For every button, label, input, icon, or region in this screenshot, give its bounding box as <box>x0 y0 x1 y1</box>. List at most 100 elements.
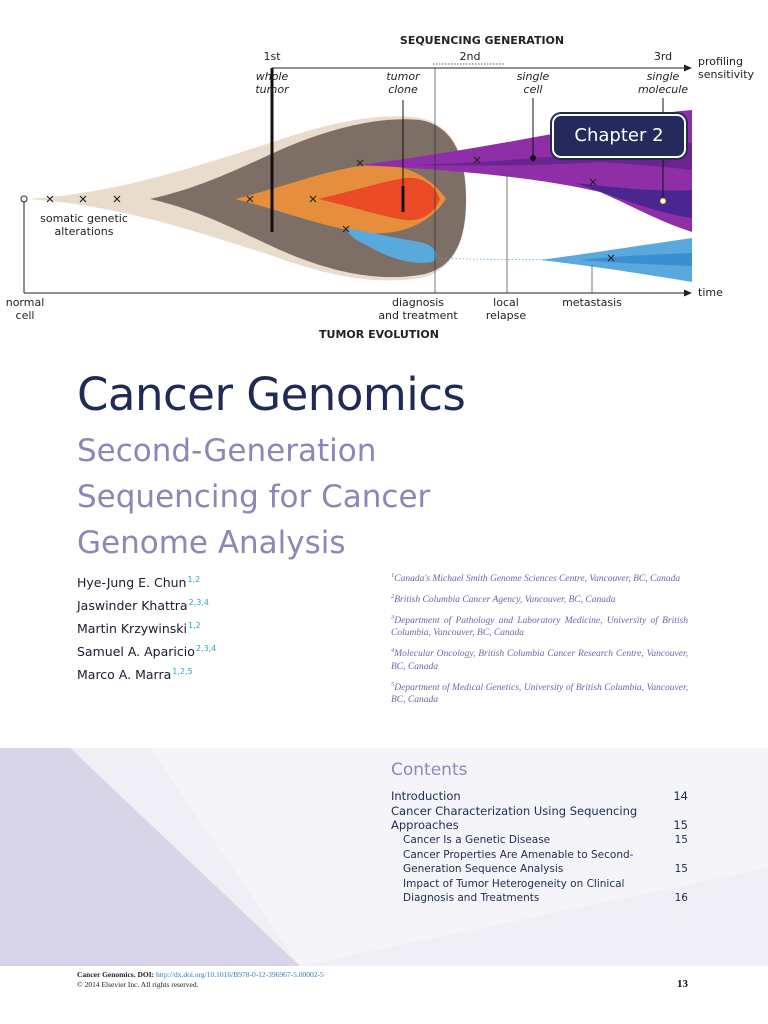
doi-label: DOI: <box>137 970 155 979</box>
local-relapse-label: local relapse <box>485 296 527 322</box>
author-name: Samuel A. Aparicio <box>77 644 195 659</box>
toc-entry[interactable]: Cancer Characterization Using Sequencing… <box>391 804 688 832</box>
affiliation-number: 1 <box>391 572 395 579</box>
author-name: Jaswinder Khattra <box>77 598 188 613</box>
affiliation-number: 5 <box>391 680 395 688</box>
toc-page: 15 <box>674 863 688 875</box>
author-affil: 1,2 <box>188 621 201 630</box>
contents-heading: Contents <box>391 760 468 780</box>
affiliation: 2British Columbia Cancer Agency, Vancouv… <box>391 591 688 606</box>
author-entry: Martin Krzywinski1,2 <box>77 616 327 639</box>
gen-2nd-label: 2nd <box>459 50 481 63</box>
gen-1st-label: 1st <box>263 50 281 63</box>
single-cell-label: single cell <box>516 70 550 96</box>
mutation-cross <box>342 225 350 233</box>
copyright: © 2014 Elsevier Inc. All rights reserved… <box>77 980 199 989</box>
single-molecule-probe <box>660 198 666 204</box>
single-molecule-label: single molecule <box>637 70 689 96</box>
metastasis-link <box>437 257 561 261</box>
sequencing-generation-heading: SEQUENCING GENERATION <box>399 34 565 47</box>
chapter-tab: Chapter 2 <box>552 114 686 158</box>
doi-line: Cancer Genomics. DOI: http://dx.doi.org/… <box>77 970 689 980</box>
page-number: 13 <box>677 978 688 990</box>
affiliation: 4Molecular Oncology, British Columbia Ca… <box>391 645 688 672</box>
table-of-contents: Introduction 14 Cancer Characterization U… <box>391 789 688 906</box>
affiliation-text: British Columbia Cancer Agency, Vancouve… <box>394 595 616 606</box>
tumor-clone-label: tumor clone <box>386 70 420 96</box>
decorative-triangle-left <box>0 748 300 966</box>
author-affil: 1,2,5 <box>172 667 193 676</box>
toc-entry[interactable]: Cancer Properties Are Amenable to Second… <box>391 848 688 876</box>
toc-title: Introduction <box>391 789 461 803</box>
toc-title: Cancer Characterization Using Sequencing… <box>391 804 638 832</box>
affiliation: 3Department of Pathology and Laboratory … <box>391 612 688 639</box>
generation-axis-arrow <box>684 64 692 72</box>
affiliation-text: Department of Pathology and Laboratory M… <box>391 616 688 639</box>
toc-entry[interactable]: Introduction 14 <box>391 789 688 803</box>
author-name: Martin Krzywinski <box>77 621 187 636</box>
affiliation-number: 2 <box>391 593 395 601</box>
time-axis-arrow <box>684 289 692 297</box>
doi-link[interactable]: http://dx.doi.org/10.1016/B978-0-12-3969… <box>156 970 324 979</box>
affiliation-list: 1Canada's Michael Smith Genome Sciences … <box>391 570 688 712</box>
toc-title: Cancer Is a Genetic Disease <box>403 834 551 846</box>
author-affil: 2,3,4 <box>188 598 209 607</box>
red-subclone-shape <box>318 177 440 221</box>
somatic-alterations-label: somatic genetic alterations <box>40 212 128 238</box>
chapter-subtitle: Second-Generation Sequencing for Cancer … <box>77 433 431 561</box>
book-name: Cancer Genomics. <box>77 970 136 979</box>
normal-cell-marker <box>20 195 28 203</box>
mutation-cross <box>46 195 54 203</box>
toc-title: Cancer Properties Are Amenable to Second… <box>403 849 634 875</box>
tumor-evolution-heading: TUMOR EVOLUTION <box>319 328 439 341</box>
single-cell-probe <box>530 155 536 161</box>
author-affil: 1,2 <box>187 575 201 584</box>
whole-tumor-label: whole tumor <box>255 70 289 96</box>
mutation-cross <box>473 156 481 164</box>
author-affil: 2,3,4 <box>195 644 217 653</box>
time-label: time <box>698 286 723 299</box>
affiliation-text: Molecular Oncology, British Columbia Can… <box>391 649 688 672</box>
metastasis-subclone <box>580 253 692 266</box>
toc-page: 14 <box>673 789 688 803</box>
toc-entry[interactable]: Impact of Tumor Heterogeneity on Clinica… <box>391 877 688 905</box>
chapter-title: Cancer Genomics <box>77 368 466 421</box>
page-footer: Cancer Genomics. DOI: http://dx.doi.org/… <box>77 970 689 990</box>
toc-title: Impact of Tumor Heterogeneity on Clinica… <box>403 878 625 904</box>
blue-clone-shape <box>345 228 437 263</box>
normal-cell-label: normal cell <box>5 296 45 322</box>
metastasis-label: metastasis <box>562 296 622 309</box>
affiliation-number: 4 <box>391 647 395 655</box>
author-entry: Jaswinder Khattra2,3,4 <box>77 593 327 616</box>
author-name: Marco A. Marra <box>77 667 172 682</box>
tumor-evolution-figure: SEQUENCING GENERATION 1st 2nd 3rd whole … <box>0 0 768 345</box>
affiliation-number: 3 <box>391 614 395 622</box>
affiliation: 5Department of Medical Genetics, Univers… <box>391 679 688 706</box>
mutation-cross <box>113 195 121 203</box>
mutation-cross <box>607 254 615 262</box>
toc-page: 15 <box>674 834 688 846</box>
mutation-cross <box>309 195 317 203</box>
author-list: Hye-Jung E. Chun1,2 Jaswinder Khattra2,3… <box>77 570 327 685</box>
mutation-cross <box>79 195 87 203</box>
affiliation-text: Canada's Michael Smith Genome Sciences C… <box>394 574 681 585</box>
affiliation-text: Department of Medical Genetics, Universi… <box>391 682 688 705</box>
diagnosis-label: diagnosis and treatment <box>378 296 458 322</box>
toc-page: 16 <box>674 892 688 904</box>
author-entry: Marco A. Marra1,2,5 <box>77 662 327 685</box>
decorative-triangles <box>0 748 768 966</box>
mutation-markers <box>46 156 615 262</box>
toc-page: 15 <box>673 818 688 832</box>
author-entry: Samuel A. Aparicio2,3,4 <box>77 639 327 662</box>
relapse-subclone-band <box>410 143 692 170</box>
mutation-cross <box>356 159 364 167</box>
author-entry: Hye-Jung E. Chun1,2 <box>77 570 327 593</box>
decorative-triangle-right <box>150 748 768 966</box>
contents-panel <box>0 748 768 966</box>
gen-3rd-label: 3rd <box>653 50 673 63</box>
mutation-cross <box>589 178 597 186</box>
author-name: Hye-Jung E. Chun <box>77 575 187 590</box>
toc-entry[interactable]: Cancer Is a Genetic Disease 15 <box>391 833 688 847</box>
affiliation: 1Canada's Michael Smith Genome Sciences … <box>391 570 688 585</box>
mutation-cross <box>246 195 254 203</box>
